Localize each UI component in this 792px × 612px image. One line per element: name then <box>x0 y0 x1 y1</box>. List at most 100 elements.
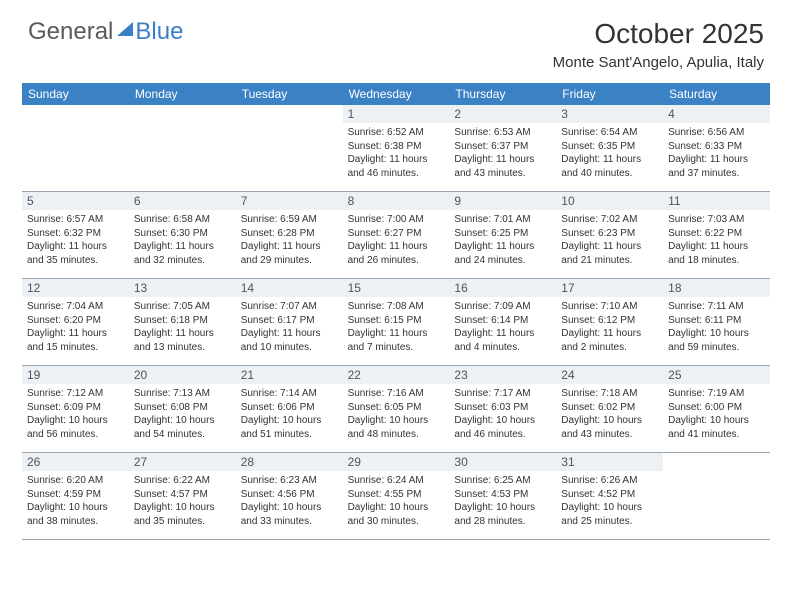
day-cell: 2Sunrise: 6:53 AMSunset: 6:37 PMDaylight… <box>449 105 556 191</box>
sunrise-line: Sunrise: 7:07 AM <box>241 300 338 314</box>
day-cell: 9Sunrise: 7:01 AMSunset: 6:25 PMDaylight… <box>449 192 556 278</box>
day-cell <box>236 105 343 191</box>
day-cell: 21Sunrise: 7:14 AMSunset: 6:06 PMDayligh… <box>236 366 343 452</box>
month-title: October 2025 <box>553 18 764 50</box>
daylight-line: Daylight: 11 hours and 37 minutes. <box>668 153 765 180</box>
sunset-line: Sunset: 4:53 PM <box>454 488 551 502</box>
day-cell: 20Sunrise: 7:13 AMSunset: 6:08 PMDayligh… <box>129 366 236 452</box>
day-number <box>663 453 770 457</box>
day-cell: 6Sunrise: 6:58 AMSunset: 6:30 PMDaylight… <box>129 192 236 278</box>
sunrise-line: Sunrise: 6:22 AM <box>134 474 231 488</box>
sunset-line: Sunset: 6:25 PM <box>454 227 551 241</box>
daylight-line: Daylight: 11 hours and 4 minutes. <box>454 327 551 354</box>
day-number: 18 <box>663 279 770 297</box>
location-label: Monte Sant'Angelo, Apulia, Italy <box>553 54 764 71</box>
sunset-line: Sunset: 6:02 PM <box>561 401 658 415</box>
sunrise-line: Sunrise: 6:56 AM <box>668 126 765 140</box>
weekday-header: Thursday <box>449 83 556 105</box>
sunset-line: Sunset: 6:20 PM <box>27 314 124 328</box>
day-cell: 25Sunrise: 7:19 AMSunset: 6:00 PMDayligh… <box>663 366 770 452</box>
day-number: 20 <box>129 366 236 384</box>
sunrise-line: Sunrise: 7:04 AM <box>27 300 124 314</box>
sunset-line: Sunset: 4:52 PM <box>561 488 658 502</box>
day-info: Sunrise: 6:24 AMSunset: 4:55 PMDaylight:… <box>343 471 450 532</box>
sunrise-line: Sunrise: 7:13 AM <box>134 387 231 401</box>
daylight-line: Daylight: 11 hours and 2 minutes. <box>561 327 658 354</box>
sunset-line: Sunset: 6:11 PM <box>668 314 765 328</box>
sunset-line: Sunset: 4:55 PM <box>348 488 445 502</box>
day-cell: 13Sunrise: 7:05 AMSunset: 6:18 PMDayligh… <box>129 279 236 365</box>
sunrise-line: Sunrise: 7:16 AM <box>348 387 445 401</box>
day-info: Sunrise: 6:20 AMSunset: 4:59 PMDaylight:… <box>22 471 129 532</box>
day-cell: 28Sunrise: 6:23 AMSunset: 4:56 PMDayligh… <box>236 453 343 539</box>
sunrise-line: Sunrise: 6:23 AM <box>241 474 338 488</box>
day-cell: 10Sunrise: 7:02 AMSunset: 6:23 PMDayligh… <box>556 192 663 278</box>
day-cell: 15Sunrise: 7:08 AMSunset: 6:15 PMDayligh… <box>343 279 450 365</box>
sunrise-line: Sunrise: 6:53 AM <box>454 126 551 140</box>
sunset-line: Sunset: 4:56 PM <box>241 488 338 502</box>
day-cell: 23Sunrise: 7:17 AMSunset: 6:03 PMDayligh… <box>449 366 556 452</box>
week-row: 1Sunrise: 6:52 AMSunset: 6:38 PMDaylight… <box>22 105 770 192</box>
sunset-line: Sunset: 6:17 PM <box>241 314 338 328</box>
day-cell: 5Sunrise: 6:57 AMSunset: 6:32 PMDaylight… <box>22 192 129 278</box>
week-row: 19 Sunrise: 7:12 AMSunset: 6:09 PM Dayligh… <box>22 366 770 453</box>
day-number: 10 <box>556 192 663 210</box>
sunset-line: Sunset: 6:18 PM <box>134 314 231 328</box>
day-number: 24 <box>556 366 663 384</box>
day-number <box>22 105 129 109</box>
day-cell: 16Sunrise: 7:09 AMSunset: 6:14 PMDayligh… <box>449 279 556 365</box>
sunrise-line: Sunrise: 7:05 AM <box>134 300 231 314</box>
week-row: 12Sunrise: 7:04 AMSunset: 6:20 PMDayligh… <box>22 279 770 366</box>
sunset-line: Sunset: 6:22 PM <box>668 227 765 241</box>
day-number <box>236 105 343 109</box>
day-cell: 29Sunrise: 6:24 AMSunset: 4:55 PMDayligh… <box>343 453 450 539</box>
day-number: 29 <box>343 453 450 471</box>
sunset-line: Sunset: 6:15 PM <box>348 314 445 328</box>
day-number: 9 <box>449 192 556 210</box>
sunset-line: Sunset: 6:30 PM <box>134 227 231 241</box>
sunrise-line: Sunrise: 7:12 AM <box>27 387 124 401</box>
sunset-line: Sunset: 6:05 PM <box>348 401 445 415</box>
day-info: Sunrise: 7:18 AMSunset: 6:02 PMDaylight:… <box>556 384 663 445</box>
day-cell: 30Sunrise: 6:25 AMSunset: 4:53 PMDayligh… <box>449 453 556 539</box>
sunset-line: Sunset: 6:00 PM <box>668 401 765 415</box>
sunrise-line: Sunrise: 7:03 AM <box>668 213 765 227</box>
day-info: Sunrise: 7:02 AMSunset: 6:23 PMDaylight:… <box>556 210 663 271</box>
sunrise-line: Sunrise: 7:10 AM <box>561 300 658 314</box>
day-number: 4 <box>663 105 770 123</box>
day-cell: 24Sunrise: 7:18 AMSunset: 6:02 PMDayligh… <box>556 366 663 452</box>
day-info: Sunrise: 6:23 AMSunset: 4:56 PMDaylight:… <box>236 471 343 532</box>
day-cell: 8Sunrise: 7:00 AMSunset: 6:27 PMDaylight… <box>343 192 450 278</box>
day-cell: 7Sunrise: 6:59 AMSunset: 6:28 PMDaylight… <box>236 192 343 278</box>
week-row: 5Sunrise: 6:57 AMSunset: 6:32 PMDaylight… <box>22 192 770 279</box>
day-cell: 14Sunrise: 7:07 AMSunset: 6:17 PMDayligh… <box>236 279 343 365</box>
sunset-line: Sunset: 6:09 PM <box>27 401 124 415</box>
daylight-line: Daylight: 10 hours and 54 minutes. <box>134 414 231 441</box>
day-number: 26 <box>22 453 129 471</box>
day-number: 19 <box>22 366 129 384</box>
sunrise-line: Sunrise: 6:24 AM <box>348 474 445 488</box>
day-cell: 31Sunrise: 6:26 AMSunset: 4:52 PMDayligh… <box>556 453 663 539</box>
weekday-header: Sunday <box>22 83 129 105</box>
daylight-line: Daylight: 10 hours and 35 minutes. <box>134 501 231 528</box>
day-cell <box>663 453 770 539</box>
day-number: 7 <box>236 192 343 210</box>
daylight-line: Daylight: 10 hours and 43 minutes. <box>561 414 658 441</box>
logo-triangle-icon <box>117 22 133 36</box>
day-info: Sunrise: 6:22 AMSunset: 4:57 PMDaylight:… <box>129 471 236 532</box>
day-number: 16 <box>449 279 556 297</box>
day-number: 5 <box>22 192 129 210</box>
header: General Blue October 2025 Monte Sant'Ang… <box>0 0 792 77</box>
sunset-line: Sunset: 6:23 PM <box>561 227 658 241</box>
daylight-line: Daylight: 10 hours and 28 minutes. <box>454 501 551 528</box>
daylight-line: Daylight: 11 hours and 7 minutes. <box>348 327 445 354</box>
day-info: Sunrise: 6:58 AMSunset: 6:30 PMDaylight:… <box>129 210 236 271</box>
day-cell: 18Sunrise: 7:11 AMSunset: 6:11 PMDayligh… <box>663 279 770 365</box>
daylight-line: Daylight: 10 hours and 59 minutes. <box>668 327 765 354</box>
sunset-line: Sunset: 4:57 PM <box>134 488 231 502</box>
daylight-line: Daylight: 10 hours and 33 minutes. <box>241 501 338 528</box>
daylight-line: Daylight: 10 hours and 46 minutes. <box>454 414 551 441</box>
sunset-line: Sunset: 6:32 PM <box>27 227 124 241</box>
daylight-line: Daylight: 10 hours and 51 minutes. <box>241 414 338 441</box>
day-number: 13 <box>129 279 236 297</box>
